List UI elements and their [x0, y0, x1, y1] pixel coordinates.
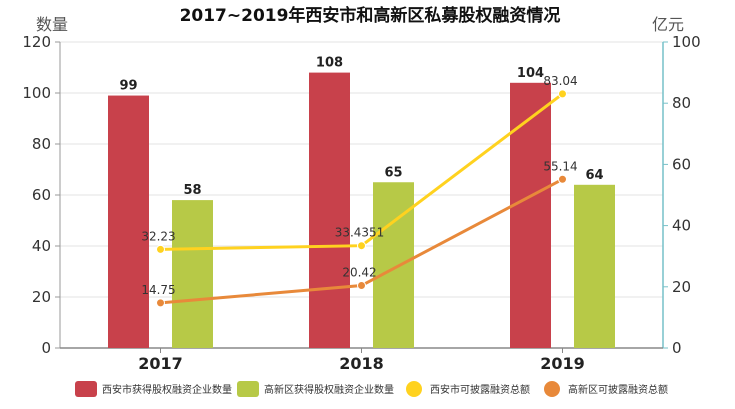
legend-swatch	[75, 381, 97, 397]
line-point	[558, 174, 567, 184]
bar-data-label: 58	[183, 183, 201, 198]
right-axis-tick-label: 20	[672, 278, 691, 296]
left-axis-tick-label: 120	[22, 33, 51, 51]
right-axis-title: 亿元	[652, 15, 684, 34]
line-data-label: 55.14	[543, 159, 577, 173]
line-point	[156, 298, 165, 308]
right-axis-tick-label: 0	[672, 339, 682, 357]
legend-swatch	[237, 381, 259, 397]
left-axis-tick-label: 100	[22, 84, 51, 102]
bar	[309, 72, 350, 348]
chart-title: 2017~2019年西安市和高新区私募股权融资情况	[180, 5, 561, 26]
line-data-label: 83.04	[543, 74, 577, 88]
left-axis-tick-label: 40	[32, 237, 51, 255]
bar	[574, 184, 615, 348]
line-point	[558, 89, 567, 99]
x-axis-tick-label: 2017	[138, 354, 183, 373]
bar	[373, 182, 414, 348]
x-axis-tick-label: 2018	[339, 354, 384, 373]
bar-data-label: 108	[316, 56, 343, 71]
left-axis-tick-label: 20	[32, 288, 51, 306]
left-axis-tick-label: 60	[32, 186, 51, 204]
bar	[172, 200, 213, 348]
legend-swatch	[406, 381, 422, 397]
left-axis-tick-label: 80	[32, 135, 51, 153]
bar-data-label: 104	[517, 66, 544, 81]
plot-area: 0 20 40 60 80 100 120 0 20 40 60 80 100 2017 2018 2019 9…	[22, 33, 700, 373]
bar	[108, 95, 149, 348]
right-axis-tick-label: 40	[672, 217, 691, 235]
legend-label: 西安市可披露融资总额	[430, 383, 530, 396]
left-axis-title: 数量	[36, 15, 68, 34]
line-data-label: 32.23	[141, 229, 175, 243]
legend-swatch	[544, 381, 560, 397]
line-point	[357, 281, 366, 291]
line-data-label: 20.42	[342, 266, 376, 280]
legend: 西安市获得股权融资企业数量 高新区获得股权融资企业数量 西安市可披露融资总额 高新区可…	[75, 381, 668, 397]
right-axis-tick-label: 100	[672, 33, 701, 51]
legend-label: 高新区获得股权融资企业数量	[264, 383, 394, 396]
line-point	[357, 241, 366, 251]
line-data-label: 14.75	[141, 283, 175, 297]
right-axis-tick-label: 60	[672, 155, 691, 173]
legend-label: 西安市获得股权融资企业数量	[102, 383, 232, 396]
x-axis-tick-label: 2019	[540, 354, 585, 373]
line-data-label: 33.4351	[335, 226, 385, 240]
right-axis-tick-label: 80	[672, 94, 691, 112]
line-point	[156, 244, 165, 254]
bar	[510, 82, 551, 349]
bar-data-label: 99	[119, 79, 137, 94]
bar-data-label: 65	[384, 165, 402, 180]
legend-label: 高新区可披露融资总额	[568, 383, 668, 396]
left-axis-tick-label: 0	[41, 339, 51, 357]
bar-data-label: 64	[585, 168, 603, 183]
